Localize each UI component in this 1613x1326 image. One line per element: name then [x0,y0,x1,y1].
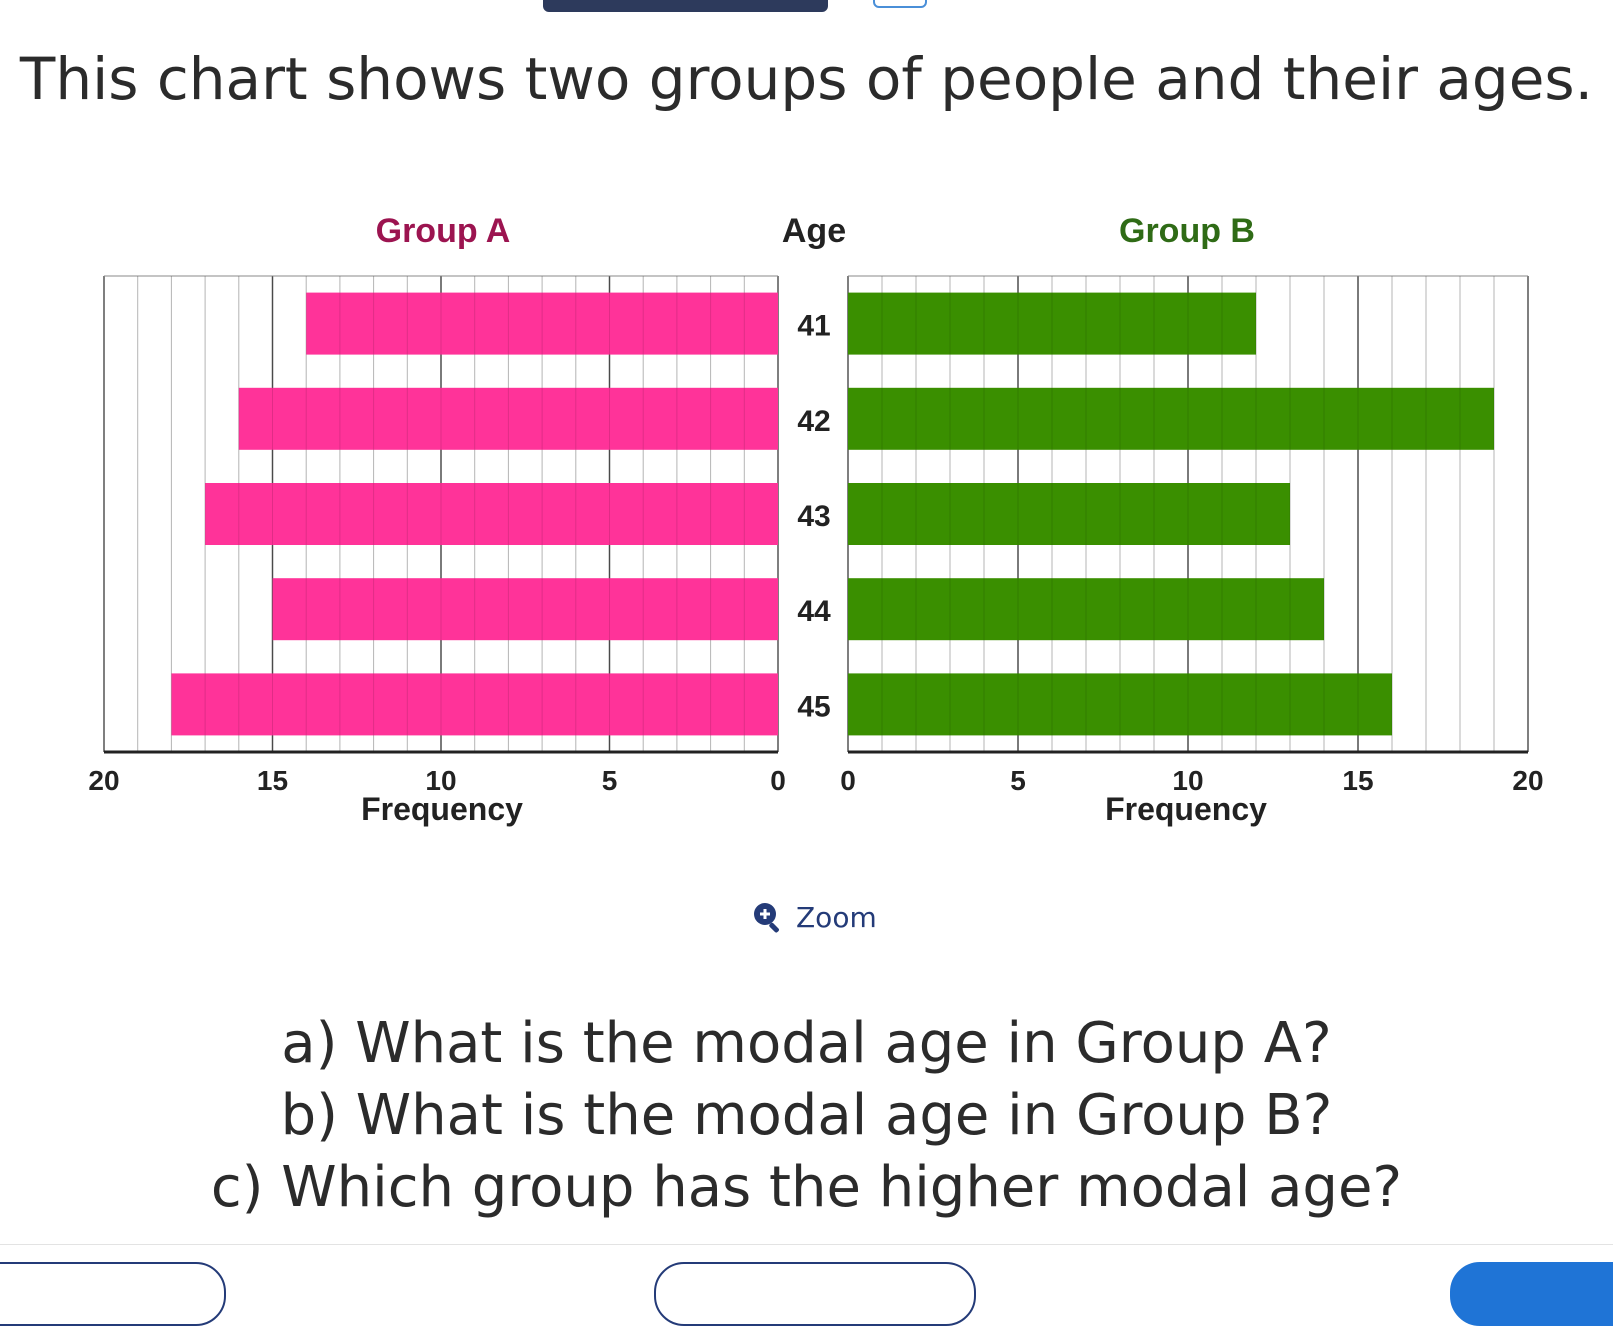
question-list: a) What is the modal age in Group A? b) … [0,1008,1613,1224]
x-tick-label-b: 20 [1512,765,1543,796]
group-b-bar [848,673,1392,736]
group-a-title: Group A [376,212,511,250]
group-b-bar [848,292,1256,355]
age-category-label: 41 [797,310,830,343]
group-b-title: Group B [1119,212,1255,250]
age-category-label: 43 [797,500,830,533]
x-tick-label-b: 10 [1172,765,1203,796]
group-a-bar [272,578,778,641]
age-axis-title: Age [782,212,846,250]
question-a: a) What is the modal age in Group A? [281,1011,1332,1076]
age-category-label: 45 [797,690,830,723]
zoom-label: Zoom [796,900,877,934]
footer-button-right[interactable] [1450,1262,1613,1326]
age-category-label: 44 [797,595,831,628]
age-category-label: 42 [797,405,830,438]
right-x-axis-label: Frequency [1105,791,1267,827]
page-title: This chart shows two groups of people an… [19,45,1594,113]
group-b-bar [848,387,1494,450]
x-tick-label-a: 20 [88,765,119,796]
x-tick-label-a: 15 [257,765,288,796]
zoom-button[interactable]: Zoom [752,895,877,939]
footer-divider [0,1244,1613,1245]
group-b-bar [848,578,1324,641]
zoom-in-icon [754,903,779,933]
question-b: b) What is the modal age in Group B? [280,1083,1333,1148]
axis-layer: 41 42 43 44 45 0 0 5 5 10 10 15 15 20 20 [88,310,1543,796]
x-tick-label-b: 0 [840,765,856,796]
x-tick-label-a: 5 [602,765,618,796]
x-tick-label-a: 0 [770,765,786,796]
back-to-back-bar-chart: 41 42 43 44 45 0 0 5 5 10 10 15 15 20 20 Group A Age G… [88,212,1543,827]
top-toolbar-strip [543,0,828,12]
group-a-bar [306,292,778,355]
group-b-bar [848,483,1290,545]
group-a-bar [171,673,778,736]
question-c: c) Which group has the higher modal age? [210,1155,1403,1220]
footer-button-left[interactable] [0,1262,226,1326]
top-toggle-chip[interactable] [873,0,927,8]
group-a-bar [205,483,779,545]
x-tick-label-b: 5 [1010,765,1026,796]
left-x-axis-label: Frequency [361,791,523,827]
x-tick-label-a: 10 [425,765,456,796]
x-tick-label-b: 15 [1342,765,1373,796]
bars-layer [137,276,1495,752]
footer-button-middle[interactable] [654,1262,976,1326]
group-a-bar [238,387,779,450]
